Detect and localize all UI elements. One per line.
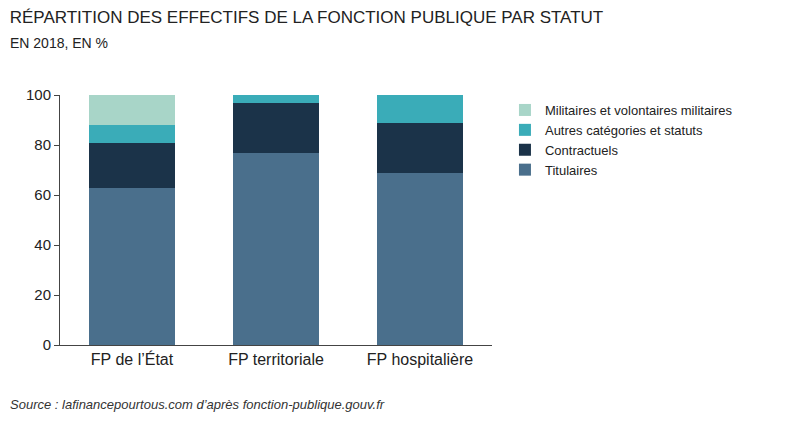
svg-text:0: 0 <box>43 336 51 353</box>
svg-text:EN 2018, EN %: EN 2018, EN % <box>10 35 108 51</box>
svg-text:FP territoriale: FP territoriale <box>228 351 324 368</box>
svg-text:80: 80 <box>34 136 51 153</box>
svg-text:FP de l’État: FP de l’État <box>91 350 174 368</box>
svg-text:60: 60 <box>34 186 51 203</box>
svg-text:Militaires et volontaires mili: Militaires et volontaires militaires <box>545 103 733 118</box>
svg-text:100: 100 <box>26 86 51 103</box>
svg-text:40: 40 <box>34 236 51 253</box>
svg-text:RÉPARTITION DES EFFECTIFS DE L: RÉPARTITION DES EFFECTIFS DE LA FONCTION… <box>10 8 604 27</box>
svg-text:20: 20 <box>34 286 51 303</box>
svg-text:Titulaires: Titulaires <box>545 163 598 178</box>
svg-text:FP hospitalière: FP hospitalière <box>367 351 474 368</box>
svg-text:Autres catégories et statuts: Autres catégories et statuts <box>545 123 703 138</box>
svg-text:Contractuels: Contractuels <box>545 143 618 158</box>
svg-text:Source : lafinancepourtous.com: Source : lafinancepourtous.com d’après f… <box>10 397 385 412</box>
